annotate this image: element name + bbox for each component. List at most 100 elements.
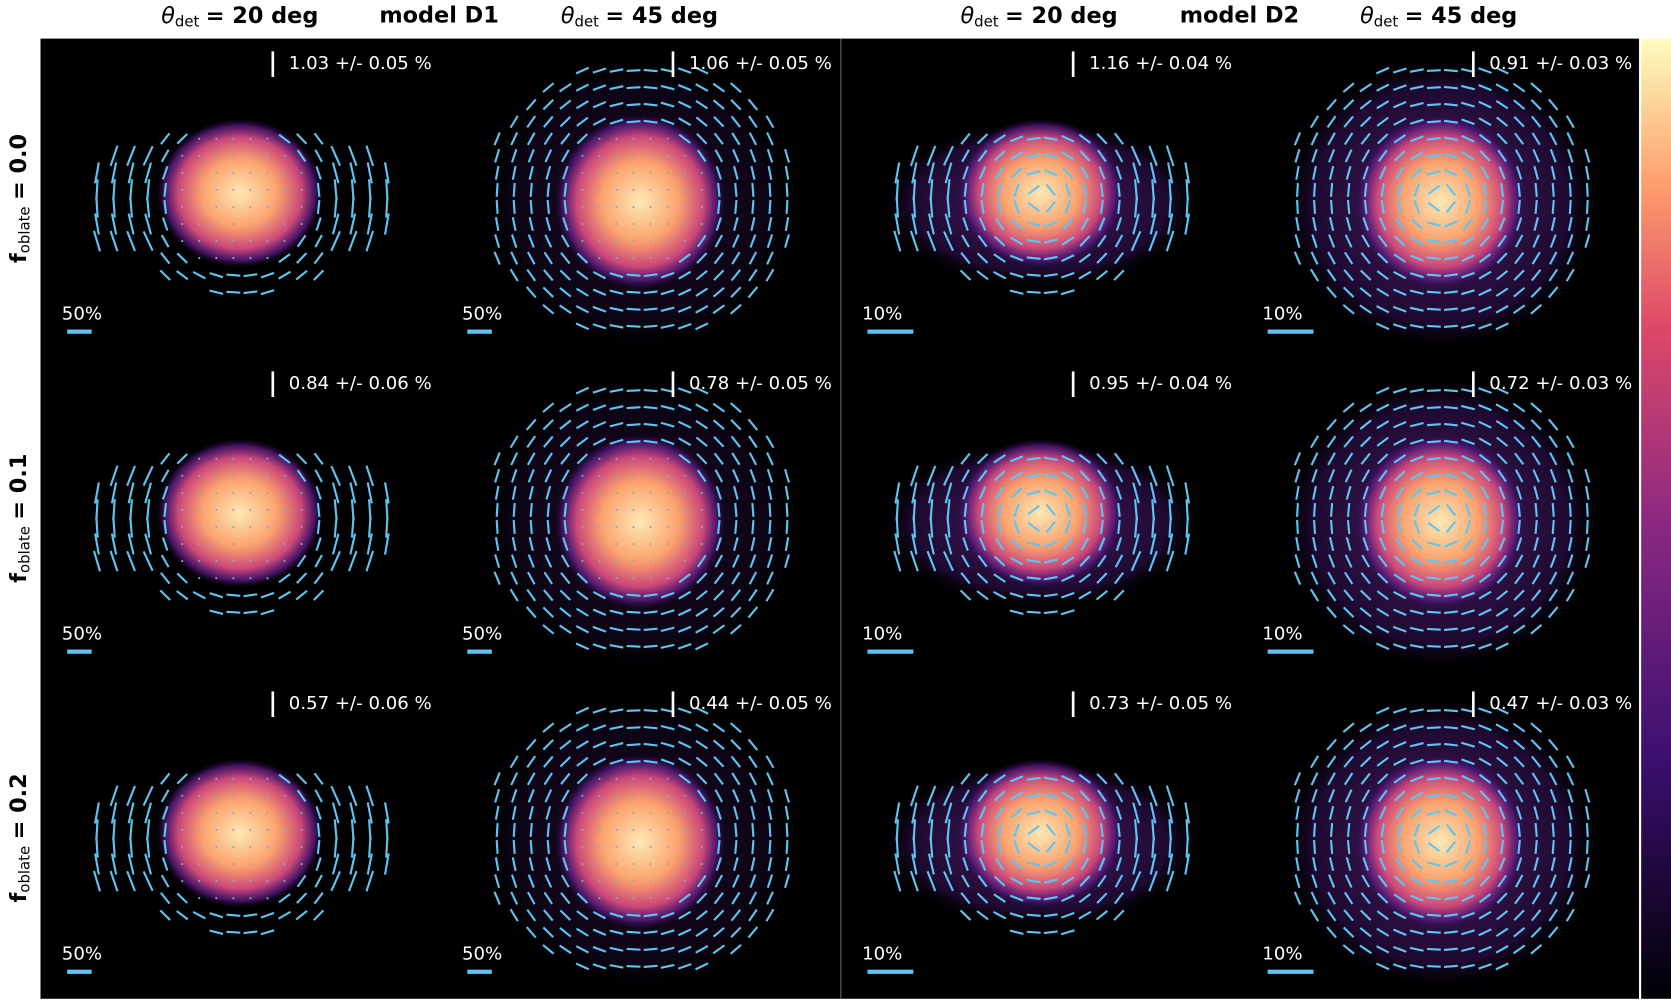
vector bbox=[995, 166, 1005, 180]
vector bbox=[1026, 793, 1041, 798]
vector bbox=[1099, 199, 1104, 214]
vector bbox=[1345, 165, 1352, 180]
vector bbox=[1445, 840, 1457, 854]
vector bbox=[1500, 519, 1505, 535]
vector bbox=[1394, 470, 1406, 482]
vector bbox=[1165, 145, 1175, 167]
vector bbox=[1097, 149, 1107, 163]
vector bbox=[1478, 84, 1492, 92]
vector bbox=[126, 550, 136, 572]
vector bbox=[1530, 82, 1543, 93]
vector bbox=[1513, 436, 1525, 448]
vector bbox=[1363, 840, 1368, 855]
vector bbox=[366, 802, 373, 824]
vector bbox=[1363, 182, 1368, 197]
vector bbox=[963, 840, 968, 855]
vector bbox=[1426, 307, 1441, 311]
vector bbox=[943, 785, 954, 806]
vector-dot bbox=[300, 542, 303, 546]
vector bbox=[1568, 182, 1572, 197]
vector-dot bbox=[581, 880, 584, 883]
vector bbox=[1344, 789, 1353, 803]
label: θdet = 20 deg bbox=[960, 3, 1117, 31]
vector bbox=[1426, 273, 1441, 277]
vector bbox=[927, 162, 935, 184]
vector bbox=[1061, 236, 1075, 246]
vector bbox=[1359, 909, 1372, 921]
vector-dot bbox=[683, 222, 686, 226]
vector-dot bbox=[581, 154, 584, 157]
vector bbox=[542, 739, 554, 751]
vector bbox=[1567, 217, 1573, 232]
vector bbox=[1027, 842, 1040, 853]
vector bbox=[316, 519, 321, 534]
vector bbox=[1184, 853, 1191, 875]
vector bbox=[163, 502, 168, 517]
vector bbox=[977, 234, 988, 248]
vector bbox=[1346, 822, 1351, 837]
vector bbox=[592, 437, 607, 446]
vector-dot bbox=[249, 811, 252, 814]
vector bbox=[1010, 556, 1024, 566]
vector bbox=[1375, 386, 1390, 395]
vector bbox=[1567, 857, 1573, 872]
vector bbox=[929, 516, 934, 538]
vector bbox=[677, 67, 692, 74]
vector bbox=[1426, 324, 1441, 328]
vector bbox=[1082, 519, 1088, 534]
vector bbox=[609, 758, 624, 765]
vector bbox=[1082, 840, 1088, 855]
vector-dot bbox=[300, 188, 303, 191]
vector bbox=[1380, 840, 1385, 855]
vector bbox=[643, 759, 658, 764]
vector-dot bbox=[598, 205, 601, 209]
vector bbox=[1426, 153, 1441, 158]
vector bbox=[1359, 944, 1373, 955]
vector bbox=[575, 642, 590, 651]
vector bbox=[526, 908, 537, 922]
vector bbox=[1312, 520, 1317, 534]
vector bbox=[1375, 642, 1390, 651]
vector bbox=[1168, 836, 1172, 858]
vector bbox=[1393, 133, 1407, 144]
vector bbox=[696, 453, 708, 465]
vector bbox=[1551, 520, 1555, 534]
vector bbox=[1584, 554, 1591, 569]
vector bbox=[643, 930, 658, 935]
vector bbox=[626, 964, 641, 968]
vector bbox=[893, 870, 902, 892]
vector bbox=[295, 269, 308, 281]
vector bbox=[1380, 182, 1385, 197]
vector bbox=[330, 465, 341, 487]
vector bbox=[1342, 82, 1355, 93]
vector bbox=[1426, 136, 1441, 141]
vector-dot bbox=[581, 508, 584, 512]
vector bbox=[1326, 588, 1337, 602]
vector bbox=[1426, 576, 1441, 580]
vector bbox=[660, 271, 675, 279]
vector bbox=[1426, 896, 1441, 900]
vector bbox=[1343, 772, 1354, 786]
vector-dot bbox=[266, 828, 269, 832]
vector bbox=[1478, 404, 1492, 412]
vector bbox=[643, 68, 658, 73]
vector-dot bbox=[249, 257, 252, 260]
vector bbox=[909, 230, 919, 252]
vector bbox=[1061, 774, 1075, 783]
vector bbox=[1565, 588, 1575, 602]
vector bbox=[1043, 913, 1058, 918]
vector-dot bbox=[683, 474, 686, 477]
subscript: oblate bbox=[16, 526, 34, 573]
vector bbox=[926, 145, 937, 167]
vector bbox=[1532, 789, 1540, 803]
vector bbox=[944, 533, 953, 555]
vector-dot bbox=[632, 137, 635, 140]
vector bbox=[542, 82, 555, 93]
vector bbox=[510, 891, 519, 905]
vector bbox=[510, 874, 518, 889]
vector bbox=[510, 554, 518, 568]
vector bbox=[1393, 437, 1407, 446]
vector bbox=[526, 115, 537, 128]
vector bbox=[1393, 270, 1407, 280]
vector bbox=[1498, 806, 1506, 820]
